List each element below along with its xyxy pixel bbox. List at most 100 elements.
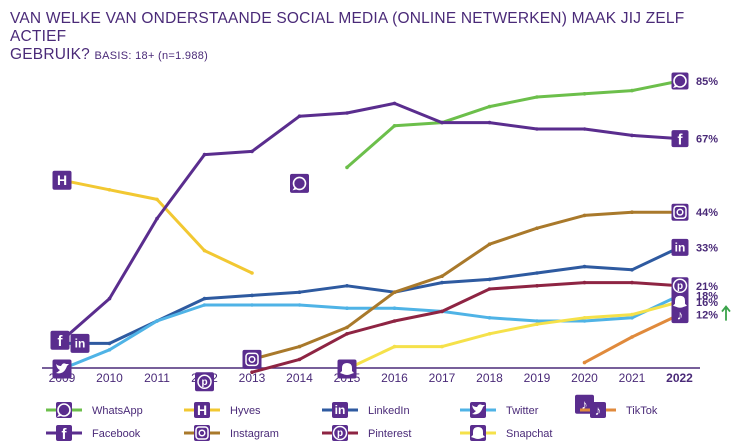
point-twitter-2019 xyxy=(535,319,539,323)
x-tick-label-2011: 2011 xyxy=(144,371,170,385)
legend-label: Twitter xyxy=(506,405,539,417)
svg-text:f: f xyxy=(58,333,64,350)
legend-label: Snapchat xyxy=(506,428,552,440)
legend-label: Instagram xyxy=(230,428,279,440)
svg-text:♪: ♪ xyxy=(677,308,684,323)
facebook-icon xyxy=(56,425,72,441)
point-facebook-2020 xyxy=(582,127,587,131)
end-marker-tiktok-icon: ♪ xyxy=(671,306,689,324)
point-pinterest-2020 xyxy=(582,280,587,285)
point-hyves-2012 xyxy=(202,248,207,253)
point-tiktok-2021 xyxy=(630,335,634,339)
legend-item-twitter: Twitter xyxy=(460,402,539,418)
series-line-facebook xyxy=(60,101,681,342)
point-linkedin-2019 xyxy=(535,271,539,275)
linkedin-icon xyxy=(332,402,348,418)
x-tick-label-2014: 2014 xyxy=(286,371,313,385)
point-snapchat-2016 xyxy=(392,344,397,349)
legend-item-snapchat: Snapchat xyxy=(460,425,552,441)
point-linkedin-2013 xyxy=(250,293,254,298)
legend-item-whatsapp: WhatsApp xyxy=(46,402,143,418)
end-label-pinterest: 21% xyxy=(696,281,718,293)
point-instagram-2019 xyxy=(535,226,539,230)
point-facebook-2019 xyxy=(535,127,539,131)
point-twitter-2010 xyxy=(107,348,112,352)
legend-label: Pinterest xyxy=(368,428,411,440)
series-marker-instagram-icon xyxy=(242,349,262,369)
series-marker-linkedin-icon: in xyxy=(70,333,90,353)
series-line-hyves xyxy=(60,178,254,275)
tiktok-icon xyxy=(590,402,606,418)
x-tick-label-2020: 2020 xyxy=(571,371,598,385)
point-linkedin-2014 xyxy=(297,290,302,295)
series-line-whatsapp xyxy=(345,79,681,169)
point-facebook-2011 xyxy=(155,216,159,221)
point-pinterest-2015 xyxy=(345,332,349,336)
series-marker-pinterest-icon: p xyxy=(195,372,214,392)
chart-title: VAN WELKE VAN ONDERSTAANDE SOCIAL MEDIA … xyxy=(10,10,730,65)
point-facebook-2010 xyxy=(107,296,112,301)
point-whatsapp-2021 xyxy=(630,88,634,93)
legend-label: WhatsApp xyxy=(92,405,143,417)
end-marker-linkedin-icon: in xyxy=(671,238,689,256)
legend-item-tiktok: ♪ TikTok xyxy=(580,402,658,418)
point-snapchat-2019 xyxy=(535,322,539,327)
point-hyves-2011 xyxy=(155,197,159,202)
series-line-snapchat xyxy=(345,300,681,371)
svg-text:in: in xyxy=(335,403,346,417)
svg-text:p: p xyxy=(201,377,207,388)
point-twitter-2015 xyxy=(345,306,349,311)
point-twitter-2014 xyxy=(297,303,302,307)
point-pinterest-2017 xyxy=(440,309,444,314)
point-facebook-2017 xyxy=(440,120,444,125)
svg-text:p: p xyxy=(337,428,343,439)
point-snapchat-2020 xyxy=(582,316,587,320)
legend-item-facebook: f Facebook xyxy=(46,425,141,443)
x-tick-label-2013: 2013 xyxy=(239,371,266,385)
end-label-whatsapp: 85% xyxy=(696,76,718,88)
x-tick-label-2017: 2017 xyxy=(429,371,456,385)
point-twitter-2011 xyxy=(155,319,159,323)
svg-text:p: p xyxy=(677,281,683,292)
end-marker-snapchat-icon xyxy=(671,293,689,311)
point-linkedin-2020 xyxy=(582,264,587,269)
point-facebook-2013 xyxy=(250,149,254,154)
x-tick-label-2016: 2016 xyxy=(381,371,408,385)
svg-text:in: in xyxy=(75,336,86,350)
point-twitter-2016 xyxy=(392,306,397,311)
end-label-facebook: 67% xyxy=(696,134,718,146)
point-hyves-2013 xyxy=(250,271,254,275)
point-instagram-2020 xyxy=(582,213,587,218)
point-facebook-2014 xyxy=(297,114,302,118)
point-facebook-2015 xyxy=(345,111,349,115)
point-twitter-2018 xyxy=(487,316,492,320)
end-label-twitter: 18% xyxy=(696,290,718,302)
point-linkedin-2021 xyxy=(630,268,634,272)
point-instagram-2017 xyxy=(440,274,444,279)
title-line-2: GEBRUIK? BASIS: 18+ (n=1.988) xyxy=(10,46,730,65)
end-label-tiktok: 12% xyxy=(696,310,718,322)
point-snapchat-2021 xyxy=(630,312,634,317)
end-marker-facebook-icon: f xyxy=(671,130,689,149)
x-tick-label-2010: 2010 xyxy=(96,371,123,385)
series-marker-snapchat-icon xyxy=(337,359,357,379)
svg-text:H: H xyxy=(197,402,207,418)
svg-text:in: in xyxy=(675,240,686,254)
legend-label: Hyves xyxy=(230,405,261,417)
point-whatsapp-2018 xyxy=(487,104,492,109)
instagram-icon xyxy=(194,425,210,441)
point-snapchat-2017 xyxy=(440,344,444,349)
x-tick-label-2021: 2021 xyxy=(619,371,646,385)
basis-label: BASIS: 18+ (n=1.988) xyxy=(94,50,209,62)
x-tick-label-2018: 2018 xyxy=(476,371,503,385)
point-linkedin-2010 xyxy=(107,341,112,346)
point-instagram-2016 xyxy=(392,290,397,295)
point-facebook-2012 xyxy=(202,152,207,157)
legend-item-hyves: H Hyves xyxy=(184,402,261,418)
point-pinterest-2018 xyxy=(487,287,492,291)
point-whatsapp-2020 xyxy=(582,92,587,96)
point-whatsapp-2019 xyxy=(535,95,539,99)
trend-up-arrow xyxy=(721,305,731,321)
point-pinterest-2019 xyxy=(535,284,539,288)
